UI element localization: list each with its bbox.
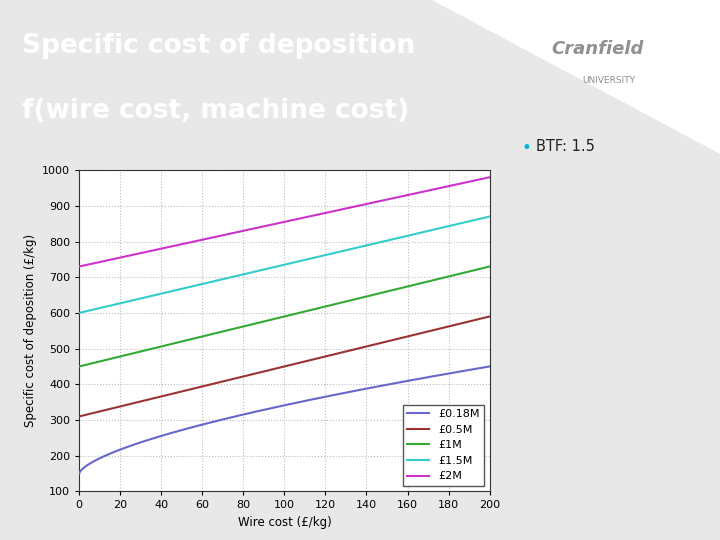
Text: f(wire cost, machine cost): f(wire cost, machine cost) [22,98,409,124]
Text: Specific cost of deposition: Specific cost of deposition [22,33,415,59]
Text: BTF: 1.5: BTF: 1.5 [536,139,595,154]
X-axis label: Wire cost (£/kg): Wire cost (£/kg) [238,516,331,529]
Y-axis label: Specific cost of deposition (£/kg): Specific cost of deposition (£/kg) [24,234,37,427]
Text: •: • [522,139,532,157]
Text: Cranfield: Cranfield [552,40,644,58]
Legend: £0.18M, £0.5M, £1M, £1.5M, £2M: £0.18M, £0.5M, £1M, £1.5M, £2M [402,405,484,486]
Polygon shape [432,0,720,154]
Text: UNIVERSITY: UNIVERSITY [582,76,635,85]
